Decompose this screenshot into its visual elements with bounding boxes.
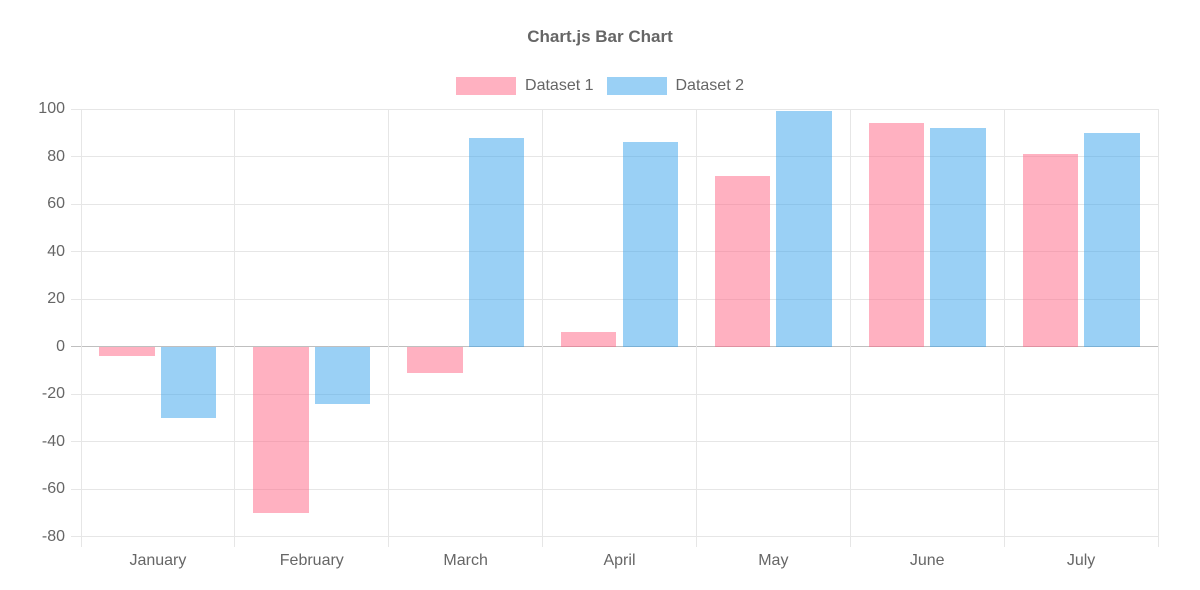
bar-may-dataset-2[interactable] (776, 111, 832, 347)
gridline (695, 109, 697, 547)
bar-march-dataset-2[interactable] (468, 137, 525, 347)
legend: Dataset 1 Dataset 2 (0, 77, 1200, 95)
gridline (71, 156, 1158, 157)
bar-february-dataset-1[interactable] (253, 346, 309, 513)
x-tick-label-february: February (279, 552, 344, 569)
gridline (1003, 109, 1005, 547)
chart-title: Chart.js Bar Chart (527, 27, 673, 46)
bar-june-dataset-1[interactable] (868, 123, 925, 347)
y-tick-label: 40 (47, 242, 65, 260)
x-tick-label-january: January (129, 552, 187, 569)
x-tick-label-march: March (443, 552, 488, 569)
gridline (71, 536, 1158, 537)
gridline (542, 109, 544, 547)
x-tick-label-may: May (758, 552, 789, 569)
zero-gridline (71, 346, 1158, 347)
gridline (849, 109, 851, 547)
y-tick-label: -20 (41, 385, 65, 402)
y-tick-label: -40 (41, 432, 65, 450)
gridline (71, 441, 1158, 442)
legend-item-dataset-1[interactable]: Dataset 1 (456, 77, 594, 95)
gridline (71, 108, 1158, 110)
bar-july-dataset-1[interactable] (1022, 154, 1078, 347)
gridline (80, 109, 82, 547)
legend-label-dataset-1: Dataset 1 (525, 77, 594, 94)
bar-april-dataset-2[interactable] (622, 142, 678, 347)
y-tick-label: -80 (41, 527, 65, 545)
bar-june-dataset-2[interactable] (930, 128, 986, 347)
bar-april-dataset-1[interactable] (561, 332, 617, 347)
x-tick-label-june: June (909, 552, 945, 569)
legend-item-dataset-2[interactable]: Dataset 2 (606, 77, 744, 95)
y-tick-label: 20 (47, 290, 65, 307)
gridline (71, 393, 1158, 395)
bar-january-dataset-1[interactable] (99, 346, 155, 356)
y-tick-label: 100 (38, 100, 65, 117)
x-tick-label-april: April (603, 552, 636, 569)
bar-february-dataset-2[interactable] (314, 346, 371, 404)
legend-swatch-dataset-2-icon (606, 77, 667, 95)
gridline (71, 298, 1158, 300)
bar-july-dataset-2[interactable] (1084, 132, 1140, 347)
y-tick-label: -60 (41, 480, 65, 497)
gridline (71, 251, 1158, 252)
gridline (71, 203, 1158, 205)
y-tick-label: 80 (47, 147, 65, 165)
gridline (71, 488, 1158, 490)
bar-march-dataset-1[interactable] (407, 346, 463, 373)
x-tick-label-july: July (1066, 552, 1096, 569)
gridline (388, 109, 390, 547)
bar-january-dataset-2[interactable] (161, 346, 217, 418)
gridline (1157, 109, 1159, 547)
legend-label-dataset-2: Dataset 2 (675, 77, 744, 94)
gridline (234, 109, 236, 547)
bar-may-dataset-1[interactable] (714, 175, 771, 347)
y-tick-label: 0 (56, 337, 65, 355)
legend-swatch-dataset-1-icon (456, 77, 517, 95)
y-tick-label: 60 (47, 195, 65, 212)
